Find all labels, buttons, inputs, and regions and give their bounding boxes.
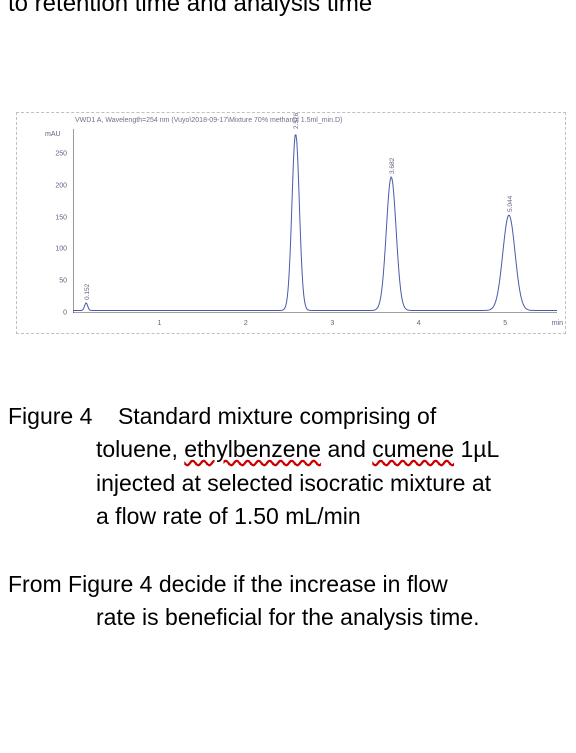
- figure-caption: Figure 4 Standard mixture comprising of …: [8, 400, 568, 533]
- caption-line1: Standard mixture comprising of: [118, 403, 436, 429]
- chart-title: VWD1 A, Wavelength=254 nm (Vuyo\2018-09-…: [75, 117, 342, 124]
- question-line1: From Figure 4 decide if the increase in …: [8, 571, 448, 597]
- x-axis-unit: min: [552, 320, 563, 327]
- y-tick-label: 200: [43, 182, 67, 189]
- y-tick-label: 150: [43, 214, 67, 221]
- y-axis-unit: mAU: [45, 131, 61, 138]
- y-tick-label: 0: [43, 310, 67, 317]
- plot-area: 050100150200250 12345 0.1522.5763.6825.0…: [73, 129, 557, 313]
- question-text: From Figure 4 decide if the increase in …: [8, 568, 568, 635]
- x-tick-label: 4: [417, 320, 421, 327]
- y-tick-label: 100: [43, 246, 67, 253]
- figure-label: Figure 4: [8, 400, 92, 433]
- y-tick-label: 50: [43, 278, 67, 285]
- caption-toluene: toluene,: [96, 436, 184, 462]
- caption-line4: a flow rate of 1.50 mL/min: [96, 500, 568, 533]
- question-line2: rate is beneficial for the analysis time…: [96, 601, 568, 634]
- x-tick-label: 5: [503, 320, 507, 327]
- caption-line3: injected at selected isocratic mixture a…: [96, 467, 568, 500]
- caption-and: and: [321, 436, 372, 462]
- peak-rt-label: 2.576: [293, 113, 300, 129]
- x-tick-label: 3: [330, 320, 334, 327]
- x-tick-label: 2: [244, 320, 248, 327]
- chromatogram-svg: [73, 129, 557, 313]
- y-tick-label: 250: [43, 151, 67, 158]
- top-text-fragment: to retention time and analysis time: [8, 0, 372, 18]
- chromatogram-chart: VWD1 A, Wavelength=254 nm (Vuyo\2018-09-…: [16, 112, 566, 334]
- x-tick-label: 1: [157, 320, 161, 327]
- caption-ethylbenzene: ethylbenzene: [184, 436, 321, 462]
- peak-rt-label: 0.152: [84, 284, 91, 300]
- peak-rt-label: 3.682: [389, 158, 396, 174]
- caption-vol: 1µL: [454, 436, 499, 462]
- peak-rt-label: 5.044: [507, 196, 514, 212]
- caption-cumene: cumene: [372, 436, 454, 462]
